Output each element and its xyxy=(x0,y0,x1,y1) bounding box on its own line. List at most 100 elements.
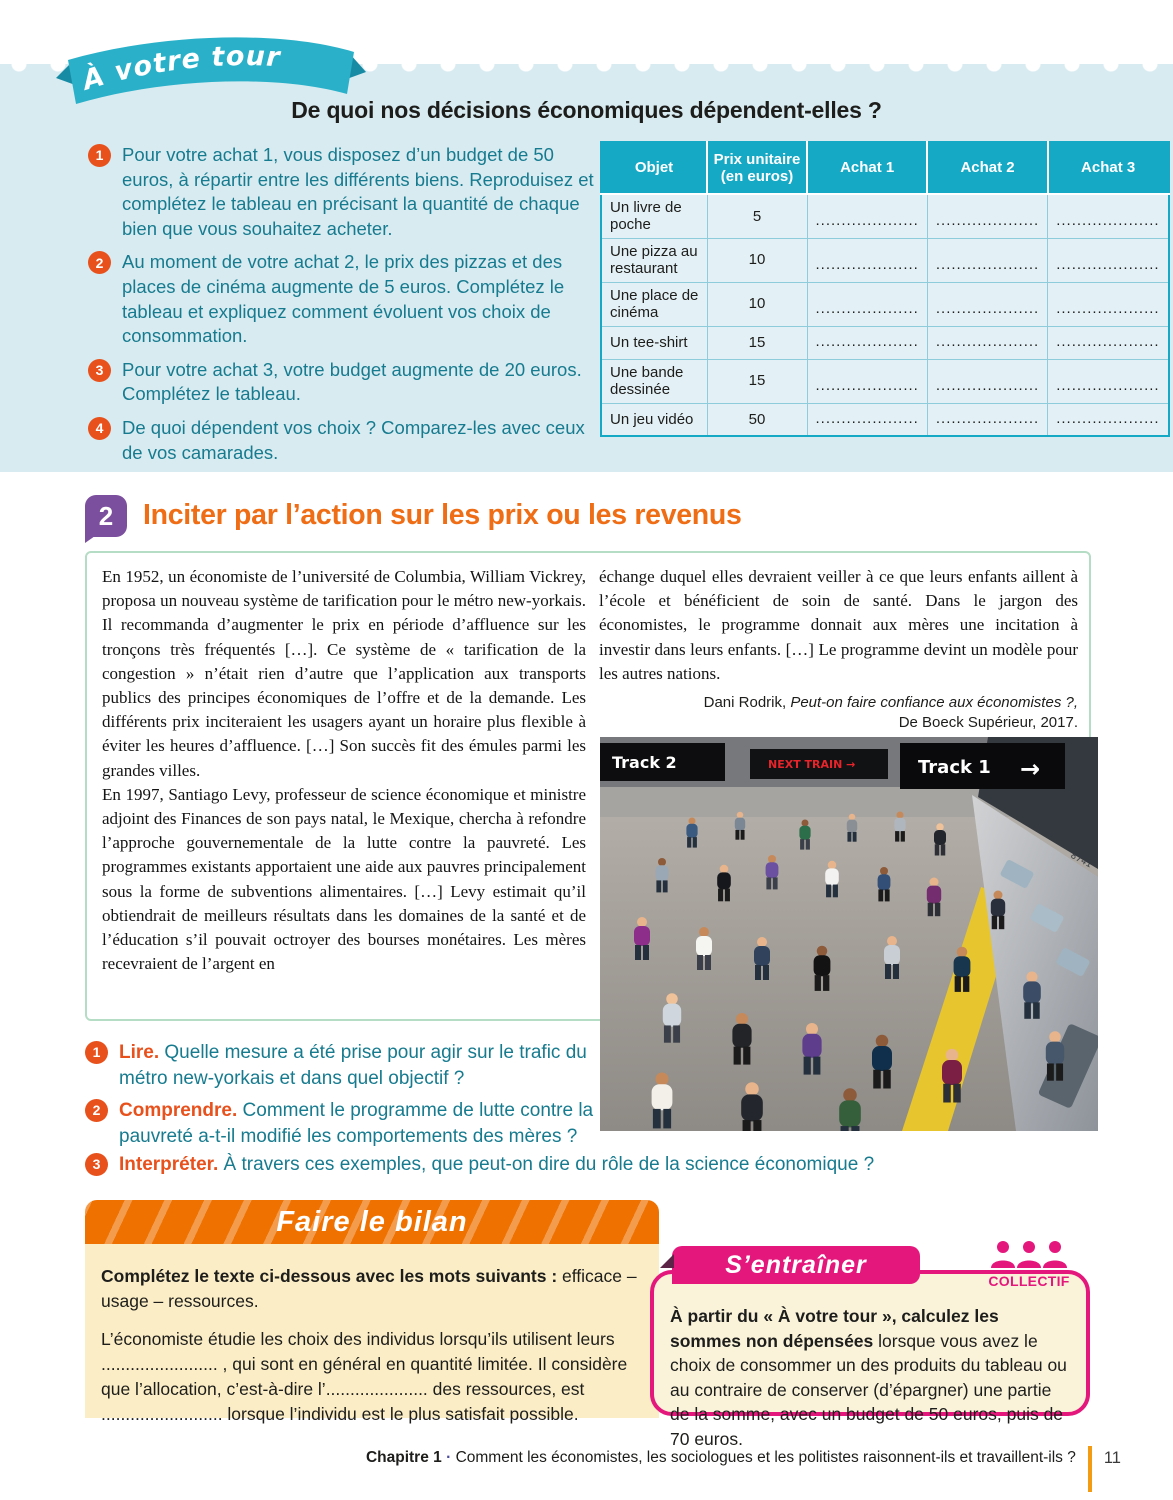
citation-publisher: De Boeck Supérieur, 2017. xyxy=(898,714,1078,732)
col-header-achat2: Achat 2 xyxy=(926,142,1049,195)
cell-achat1-blank: .................... xyxy=(806,281,928,327)
footer-separator: · xyxy=(446,1449,452,1466)
bilan-instructions-bold: Complétez le texte ci-dessous avec les m… xyxy=(101,1266,558,1286)
source-citation: Dani Rodrik, Peut-on faire confiance aux… xyxy=(599,693,1078,734)
cell-achat2-blank: .................... xyxy=(926,237,1049,283)
question-number-badge: 3 xyxy=(85,1153,108,1176)
collectif-label: COLLECTIF xyxy=(988,1273,1070,1289)
sign-panel xyxy=(900,743,1065,789)
reading-question: 2 Comprendre. Comment le programme de lu… xyxy=(85,1098,625,1149)
cell-achat2-blank: .................... xyxy=(926,193,1049,239)
cell-prix: 10 xyxy=(706,281,808,327)
activity-question-list: 1 Pour votre achat 1, vous disposez d’un… xyxy=(88,143,600,465)
faire-le-bilan-banner: Faire le bilan xyxy=(85,1200,659,1244)
activity-title: De quoi nos décisions économiques dépend… xyxy=(291,97,882,123)
arrow-icon: → xyxy=(1020,755,1040,783)
reading-question: 1 Lire. Quelle mesure a été prise pour a… xyxy=(85,1040,625,1091)
cell-objet: Un livre de poche xyxy=(600,193,708,239)
item-text: Pour votre achat 1, vous disposez d’un b… xyxy=(122,144,594,239)
sentrainer-content-box: À partir du « À votre tour », calculez l… xyxy=(650,1270,1090,1449)
train-window xyxy=(1000,860,1034,888)
list-item: 2 Au moment de votre achat 2, le prix de… xyxy=(88,250,600,348)
led-sign-panel xyxy=(750,749,888,779)
bilan-content-box: Complétez le texte ci-dessous avec les m… xyxy=(85,1244,659,1424)
question-verb: Comprendre. xyxy=(119,1100,238,1121)
track-1-sign: Track 1 xyxy=(918,757,991,778)
cell-achat2-blank: .................... xyxy=(926,325,1049,360)
list-item: 3 Pour votre achat 3, votre budget augme… xyxy=(88,358,600,407)
bilan-title: Faire le bilan xyxy=(276,1205,468,1238)
group-people-icon xyxy=(991,1241,1067,1268)
table-row: Une place de cinéma 10 .................… xyxy=(600,281,1170,327)
question-text: Lire. Quelle mesure a été prise pour agi… xyxy=(119,1042,587,1089)
cell-prix: 15 xyxy=(706,358,808,404)
collectif-badge: COLLECTIF xyxy=(986,1240,1072,1289)
question-text: Comprendre. Comment le programme de lutt… xyxy=(119,1100,594,1147)
cell-achat1-blank: .................... xyxy=(806,193,928,239)
track-2-sign: Track 2 xyxy=(612,753,677,772)
page-footer: Chapitre 1 · Comment les économistes, le… xyxy=(366,1446,1121,1492)
chapter-label: Chapitre 1 xyxy=(365,1449,442,1466)
cell-achat3-blank: .................... xyxy=(1047,193,1170,239)
paragraph: En 1952, un économiste de l’université d… xyxy=(102,567,586,780)
cell-achat1-blank: .................... xyxy=(806,325,928,360)
cell-prix: 5 xyxy=(706,193,808,239)
cell-objet: Une pizza au restaurant xyxy=(600,237,708,283)
question-number-badge: 2 xyxy=(85,1099,108,1122)
budget-table: Objet Prix unitaire (en euros) Achat 1 A… xyxy=(600,141,1170,437)
question-text: Interpréter. À travers ces exemples, que… xyxy=(119,1154,875,1175)
document-column-1: En 1952, un économiste de l’université d… xyxy=(102,565,586,976)
table-row: Une bande dessinée 15 ..................… xyxy=(600,358,1170,404)
train-door xyxy=(1038,1024,1098,1108)
question-number-badge: 1 xyxy=(85,1041,108,1064)
svg-text:À votre tour: À votre tour xyxy=(77,41,282,97)
cell-achat3-blank: .................... xyxy=(1047,325,1170,360)
cell-prix: 10 xyxy=(706,237,808,283)
cell-achat2-blank: .................... xyxy=(926,402,1049,437)
bilan-instructions: Complétez le texte ci-dessous avec les m… xyxy=(101,1264,643,1313)
item-number-badge: 4 xyxy=(88,416,111,440)
cell-achat1-blank: .................... xyxy=(806,402,928,437)
a-votre-tour-ribbon: À votre tour xyxy=(52,28,372,123)
cell-prix: 50 xyxy=(706,402,808,437)
cell-prix: 15 xyxy=(706,325,808,360)
item-number-badge: 2 xyxy=(88,251,111,275)
paragraph: échange duquel elles devraient veiller à… xyxy=(599,567,1078,683)
section-title: Inciter par l’action sur les prix ou les… xyxy=(143,499,742,531)
table-row: Une pizza au restaurant 10 .............… xyxy=(600,237,1170,283)
sentrainer-banner: S’entraîner xyxy=(660,1246,920,1284)
bilan-cloze-text: L’économiste étudie les choix des indivi… xyxy=(101,1329,628,1424)
train-window xyxy=(1030,904,1064,932)
citation-author: Dani Rodrik, xyxy=(703,694,791,711)
reading-question: 3 Interpréter. À travers ces exemples, q… xyxy=(85,1152,1090,1178)
item-number-badge: 1 xyxy=(88,144,111,167)
chapter-title: Comment les économistes, les sociologues… xyxy=(451,1449,1076,1466)
cell-achat3-blank: .................... xyxy=(1047,402,1170,437)
cell-achat1-blank: .................... xyxy=(806,237,928,283)
cell-achat3-blank: .................... xyxy=(1047,281,1170,327)
cell-achat2-blank: .................... xyxy=(926,281,1049,327)
ribbon-label: À votre tour xyxy=(77,41,281,97)
cell-objet: Une place de cinéma xyxy=(600,281,708,327)
table-header-row: Objet Prix unitaire (en euros) Achat 1 A… xyxy=(601,142,1169,195)
sentrainer-text: À partir du « À votre tour », calculez l… xyxy=(670,1306,1067,1449)
cell-achat3-blank: .................... xyxy=(1047,358,1170,404)
page-number: 11 xyxy=(1103,1449,1121,1467)
item-text: De quoi dépendent vos choix ? Comparez-l… xyxy=(122,416,585,463)
section-number-badge: 2 xyxy=(85,495,127,543)
crowd-of-commuters xyxy=(634,811,1065,1131)
question-verb: Lire. xyxy=(119,1042,160,1063)
table-row: Un jeu vidéo 50 .................... ...… xyxy=(600,402,1170,437)
cell-objet: Un jeu vidéo xyxy=(600,402,708,437)
cell-achat1-blank: .................... xyxy=(806,358,928,404)
bilan-word-list: efficace – usage – ressources. xyxy=(101,1266,637,1311)
question-verb: Interpréter. xyxy=(119,1154,219,1175)
subway-platform-photo: 8741 Track 2 NEXT TRAIN → Track 1 → xyxy=(600,737,1098,1131)
item-number-badge: 3 xyxy=(88,358,111,382)
col-header-prix: Prix unitaire (en euros) xyxy=(706,142,808,195)
cell-achat2-blank: .................... xyxy=(926,358,1049,404)
sign-panel xyxy=(600,743,725,781)
sentrainer-title: S’entraîner xyxy=(725,1250,867,1279)
list-item: 1 Pour votre achat 1, vous disposez d’un… xyxy=(88,143,600,241)
item-text: Pour votre achat 3, votre budget augment… xyxy=(122,358,582,405)
